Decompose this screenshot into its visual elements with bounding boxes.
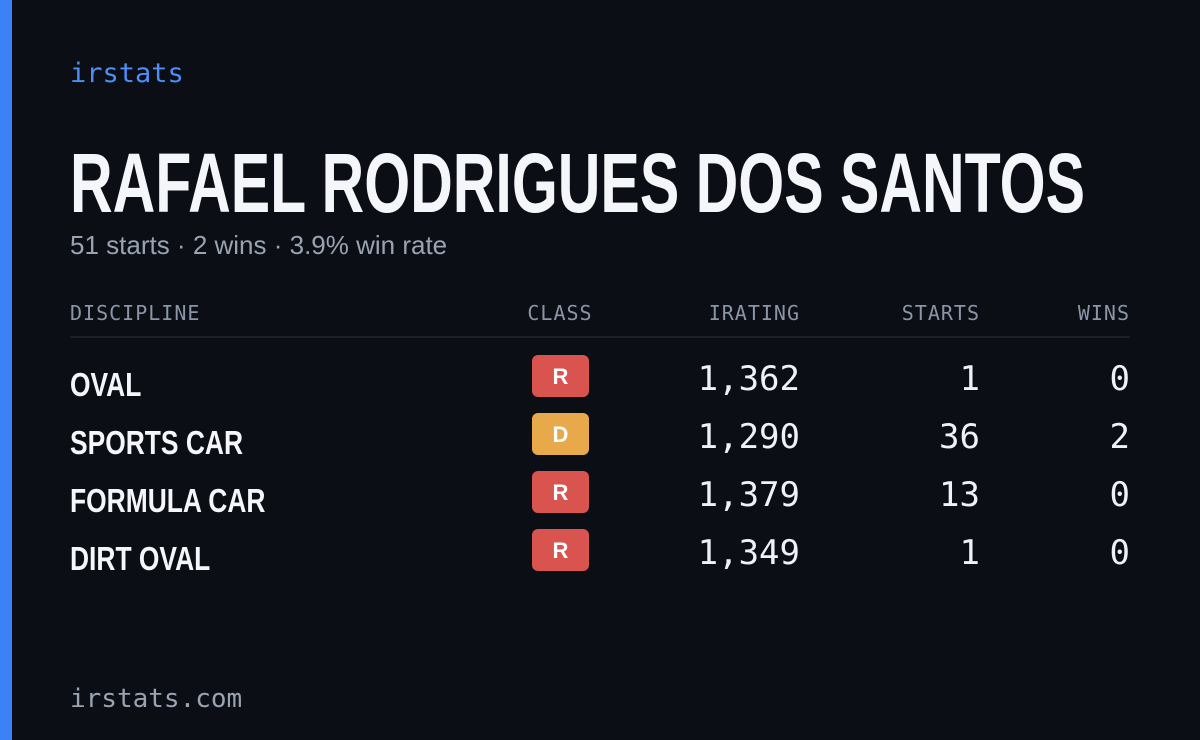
footer: irstats.com [70,684,242,714]
discipline: DIRT OVAL [70,541,210,577]
discipline: SPORTS CAR [70,425,243,461]
driver-name: RAFAEL RODRIGUES DOS SANTOS [70,136,1085,230]
discipline: FORMULA CAR [70,483,265,519]
cell-wins: 2 [1110,417,1130,457]
cell-wins: 0 [1110,533,1130,573]
cell-starts: 36 [939,417,980,457]
column-header: DISCIPLINE [70,301,200,325]
class-letter: R [553,538,569,563]
column-header: IRATING [709,301,800,325]
driver-summary: 51 starts · 2 wins · 3.9% win rate [70,230,447,260]
cell-irating: 1,349 [698,533,800,573]
column-header: STARTS [902,301,980,325]
class-badge [532,529,589,571]
class-badge [532,355,589,397]
cell-irating: 1,290 [698,417,800,457]
class-badge [532,413,589,455]
cell-starts: 1 [960,359,980,399]
class-badge [532,471,589,513]
cell-starts: 1 [960,533,980,573]
column-header: WINS [1078,301,1130,325]
class-letter: D [553,422,569,447]
discipline: OVAL [70,367,141,403]
class-letter: R [553,480,569,505]
cell-irating: 1,362 [698,359,800,399]
cell-wins: 0 [1110,475,1130,515]
accent-bar [0,0,12,740]
brand: irstats [70,58,184,89]
cell-starts: 13 [939,475,980,515]
cell-wins: 0 [1110,359,1130,399]
class-letter: R [553,364,569,389]
cell-irating: 1,379 [698,475,800,515]
column-header: CLASS [527,301,592,325]
